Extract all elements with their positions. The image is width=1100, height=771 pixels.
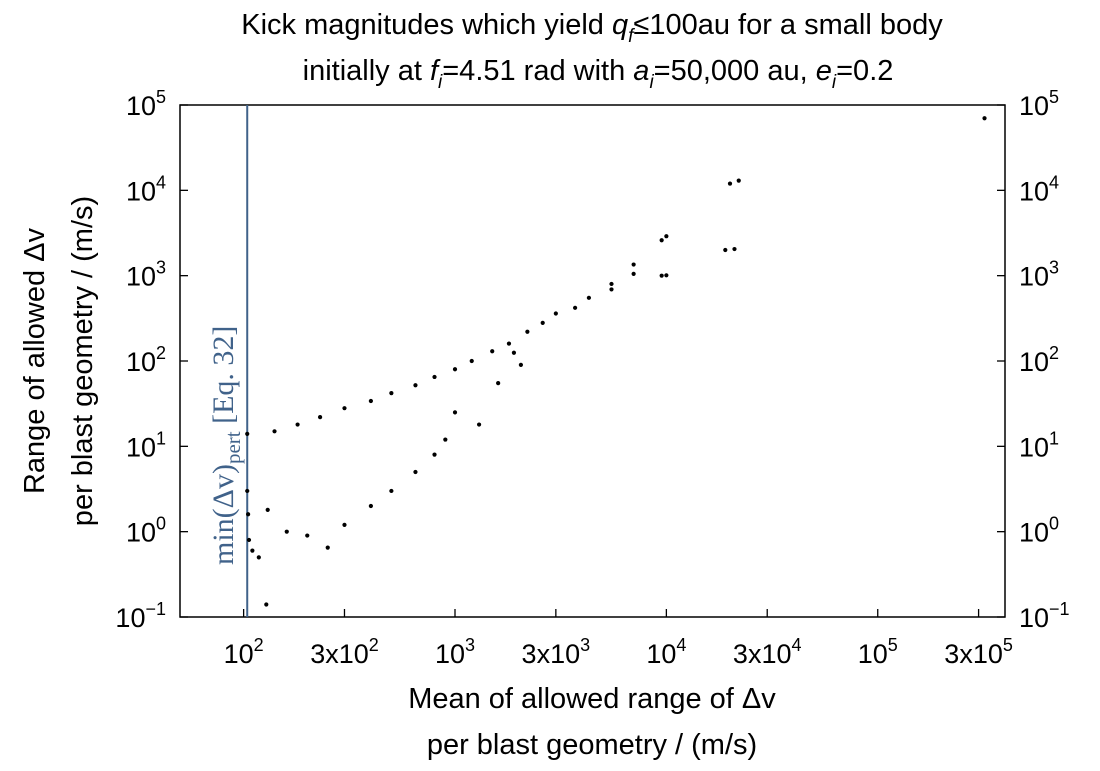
y-axis-label-line-2: per blast geometry / (m/s) [67, 196, 99, 526]
y-tick-label-left: 101 [126, 428, 166, 462]
y-tick-label-right: 104 [1019, 172, 1059, 206]
data-point [452, 367, 458, 372]
x-axis-label-line-1: Mean of allowed range of Δv [408, 683, 776, 715]
x-tick-label: 3x102 [310, 635, 379, 669]
y-tick-label-left: 10−1 [115, 599, 166, 633]
data-point [368, 398, 373, 404]
data-point [664, 234, 669, 239]
data-point [518, 362, 524, 367]
y-tick-label-left: 103 [126, 258, 166, 292]
data-point [631, 271, 636, 276]
y-tick-label-left: 100 [126, 514, 166, 548]
data-point [325, 545, 330, 550]
data-point [264, 602, 269, 607]
plot-frame [179, 104, 1006, 618]
data-point [413, 469, 418, 475]
data-point [342, 406, 347, 411]
y-tick-label-left: 104 [126, 172, 166, 206]
data-point [413, 383, 418, 388]
data-point [256, 555, 261, 560]
min-dv-pert-line-group: min(Δv)pert [Eq. 32] [207, 105, 249, 617]
x-tick-label: 3x103 [522, 635, 591, 669]
data-point [469, 358, 474, 364]
data-point [727, 181, 733, 186]
y-tick-label-right: 103 [1019, 258, 1059, 292]
min-dv-pert-label: min(Δv)pert [Eq. 32] [207, 326, 245, 565]
data-point [476, 422, 482, 427]
data-point [443, 437, 448, 442]
data-point [631, 262, 636, 267]
data-point [553, 311, 558, 316]
data-point [284, 529, 289, 534]
data-point [609, 287, 614, 292]
data-point [368, 503, 373, 509]
y-axis-label-line-1: Range of allowed Δv [19, 227, 51, 494]
x-tick-label: 102 [224, 635, 264, 669]
x-axis-ticks: 102 3x102 103 3x103 104 3x104 105 3x105 [224, 609, 1013, 669]
data-point [506, 341, 512, 346]
x-tick-label: 3x104 [733, 635, 802, 669]
data-point [586, 295, 592, 300]
x-tick-label: 104 [646, 635, 686, 669]
y-tick-label-right: 10−1 [1019, 599, 1070, 633]
y-tick-label-right: 100 [1019, 514, 1059, 548]
data-point [573, 305, 578, 310]
data-point [540, 320, 545, 325]
data-point [432, 374, 437, 380]
data-point [511, 350, 517, 355]
data-point [389, 488, 394, 494]
x-tick-label: 103 [435, 635, 475, 669]
data-point [246, 512, 251, 517]
data-point [389, 391, 394, 396]
y-tick-label-right: 105 [1019, 87, 1059, 121]
data-point [732, 246, 737, 252]
y-tick-label-right: 101 [1019, 428, 1059, 462]
data-point [452, 410, 458, 415]
data-point [496, 381, 501, 386]
data-point [272, 429, 277, 434]
data-point [659, 238, 664, 243]
y-tick-label-right: 102 [1019, 343, 1059, 377]
x-axis-label-line-2: per blast geometry / (m/s) [427, 729, 757, 761]
data-point [342, 522, 347, 528]
data-point [246, 537, 252, 543]
chart-title-line-2: initially at fi=4.51 rad with ai=50,000 … [303, 55, 894, 93]
data-point [664, 273, 669, 278]
y-tick-label-left: 102 [126, 343, 166, 377]
data-point [245, 488, 250, 494]
y-tick-label-left: 105 [126, 87, 166, 121]
data-point [982, 116, 987, 121]
data-point [723, 247, 728, 253]
data-point [432, 452, 437, 457]
data-point [525, 329, 530, 334]
chart-title-line-1: Kick magnitudes which yield qf≤100au for… [241, 9, 943, 47]
data-point [295, 422, 300, 427]
data-point [736, 178, 741, 183]
data-point [659, 273, 664, 278]
data-point [609, 281, 614, 287]
data-point [250, 548, 255, 553]
data-point [245, 431, 250, 436]
x-tick-label: 3x105 [944, 635, 1013, 669]
scatter-points [245, 116, 987, 607]
data-point [317, 415, 323, 420]
data-point [265, 507, 270, 512]
data-point [490, 349, 495, 354]
x-tick-label: 105 [858, 635, 898, 669]
y-axis-ticks: 10−1 10−1 100 100 101 101 102 102 103 103 104 104 10… [115, 87, 1069, 633]
data-point [305, 533, 310, 538]
